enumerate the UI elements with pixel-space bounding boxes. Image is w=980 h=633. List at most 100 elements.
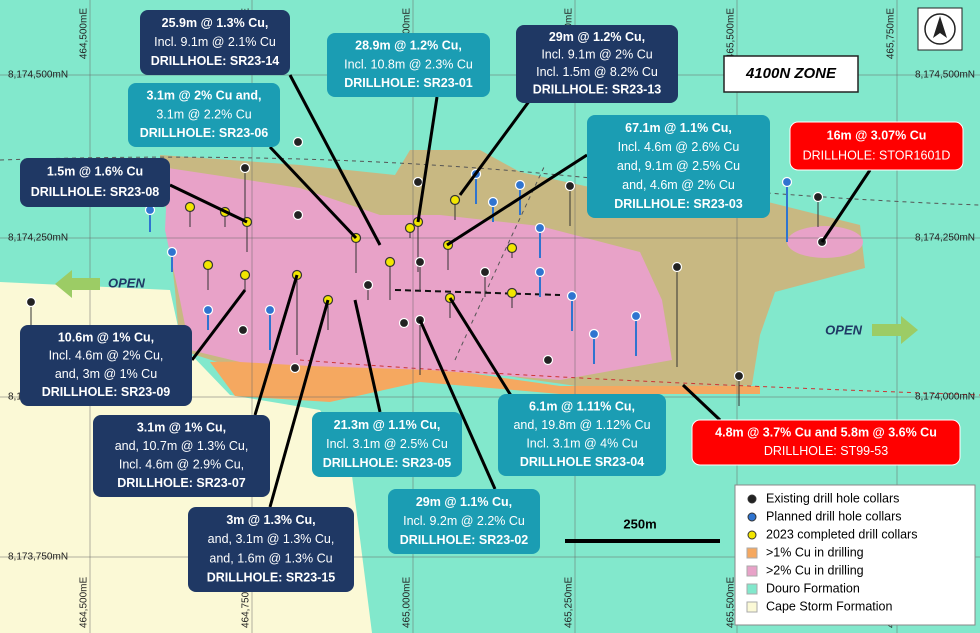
leader-line xyxy=(353,299,382,413)
easting-label: 465,250mE xyxy=(564,577,575,628)
callout-text: and, 19.8m @ 1.12% Cu xyxy=(513,418,650,432)
callout: 10.6m @ 1% Cu, Incl. 4.6m @ 2% Cu, and, 3m… xyxy=(20,325,192,406)
callout-text: 28.9m @ 1.2% Cu, xyxy=(355,39,462,53)
drill-collar xyxy=(588,328,600,340)
legend-box xyxy=(734,484,976,626)
callout-text: DRILLHOLE: SR23-13 xyxy=(533,83,662,97)
drill-collar xyxy=(362,279,374,291)
callout-text: DRILLHOLE: SR23-02 xyxy=(400,533,529,547)
callout-text: 29m @ 1.2% Cu, xyxy=(549,30,645,44)
leader-line xyxy=(681,383,722,422)
northing-label: 8,174,500mN xyxy=(915,70,975,81)
drill-collar xyxy=(487,196,499,208)
callout-box xyxy=(498,394,666,476)
gt2-cu-zone xyxy=(165,168,672,380)
leader-line xyxy=(448,297,522,411)
callout-text: 25.9m @ 1.3% Cu, xyxy=(162,16,269,30)
callout-text: and, 3.1m @ 1.3% Cu, xyxy=(208,532,335,546)
callout-box xyxy=(188,507,354,592)
callout-text: and, 4.6m @ 2% Cu xyxy=(622,178,735,192)
drill-collar xyxy=(289,362,301,374)
callout: 1.5m @ 1.6% Cu DRILLHOLE: SR23-08 xyxy=(20,158,170,207)
drill-collar xyxy=(292,136,304,148)
easting-label: 464,500mE xyxy=(79,577,90,628)
northing-label: 8,173,750mN xyxy=(8,552,68,563)
legend-label: Douro Formation xyxy=(766,581,860,595)
callout-text: DRILLHOLE: STOR1601D xyxy=(803,148,951,162)
drill-collar xyxy=(384,256,396,268)
zone-box xyxy=(723,55,859,93)
easting-label: 464,750mE xyxy=(241,577,252,628)
callout: 16m @ 3.07% Cu DRILLHOLE: STOR1601D xyxy=(789,121,964,171)
callout: 3.1m @ 2% Cu and, 3.1m @ 2.2% Cu DRILLHOLE… xyxy=(128,83,280,147)
callout-text: 6.1m @ 1.11% Cu, xyxy=(529,400,635,414)
callout-text: 3m @ 1.3% Cu, xyxy=(226,513,315,527)
northing-label: 8,174,000mN xyxy=(915,392,975,403)
leader-line xyxy=(288,74,382,246)
callout-text: 67.1m @ 1.1% Cu, xyxy=(625,121,732,135)
callout-box xyxy=(140,10,290,75)
callout: 29m @ 1.1% Cu, Incl. 9.2m @ 2.2% Cu DRILLH… xyxy=(388,489,540,554)
callout-text: DRILLHOLE: SR23-06 xyxy=(140,126,269,140)
callout-text: Incl. 4.6m @ 2% Cu, xyxy=(49,349,164,363)
callout-text: 16m @ 3.07% Cu xyxy=(827,128,927,142)
callout-text: Incl. 9.1m @ 2% Cu xyxy=(541,48,652,62)
drill-collar xyxy=(414,256,426,268)
callout-text: DRILLHOLE SR23-04 xyxy=(520,455,644,469)
north-arrow xyxy=(933,16,947,38)
callout: 21.3m @ 1.1% Cu, Incl. 3.1m @ 2.5% Cu DRIL… xyxy=(312,412,462,477)
callout-text: DRILLHOLE: SR23-05 xyxy=(323,456,452,470)
open-arrow xyxy=(872,316,918,344)
callout-text: 4.8m @ 3.7% Cu and 5.8m @ 3.6% Cu xyxy=(715,426,937,440)
drill-collar xyxy=(514,179,526,191)
callout-text: 1.5m @ 1.6% Cu xyxy=(47,165,143,179)
callout-text: Incl. 10.8m @ 2.3% Cu xyxy=(344,57,473,71)
callout-box xyxy=(93,415,270,497)
legend: Existing drill hole collars Planned drill… xyxy=(734,484,976,626)
callout-text: 21.3m @ 1.1% Cu, xyxy=(334,418,441,432)
drill-collar xyxy=(564,180,576,192)
callout: 29m @ 1.2% Cu, Incl. 9.1m @ 2% Cu Incl. 1.… xyxy=(516,25,678,103)
callout-box xyxy=(128,83,280,147)
drill-collar xyxy=(449,194,461,206)
leader-line xyxy=(268,299,330,508)
legend-swatch xyxy=(746,565,758,577)
callout-box xyxy=(789,121,964,171)
callout-box xyxy=(20,325,192,406)
callout-text: Incl. 1.5m @ 8.2% Cu xyxy=(536,65,658,79)
open-arrow xyxy=(55,270,100,298)
callout-box xyxy=(691,419,961,466)
leader-line xyxy=(253,274,299,416)
callout-text: Incl. 4.6m @ 2.9% Cu, xyxy=(119,458,244,472)
drill-collar xyxy=(671,261,683,273)
callout: 3.1m @ 1% Cu, and, 10.7m @ 1.3% Cu, Incl. … xyxy=(93,415,270,497)
easting-label: 465,750mE xyxy=(886,8,897,59)
callout: 28.9m @ 1.2% Cu, Incl. 10.8m @ 2.3% Cu DRI… xyxy=(327,33,490,97)
contact-line xyxy=(299,359,980,396)
gt1-cu-zone xyxy=(210,360,760,402)
drill-collar xyxy=(184,201,196,213)
leader-line xyxy=(820,169,872,243)
legend-swatch xyxy=(746,601,758,613)
leader-line xyxy=(169,183,248,224)
legend-label: >2% Cu in drilling xyxy=(766,563,864,577)
leader-line xyxy=(268,145,358,240)
easting-label: 464,500mE xyxy=(79,8,90,59)
open-label: OPEN xyxy=(825,322,862,337)
drill-collar xyxy=(733,370,745,382)
legend-label: Existing drill hole collars xyxy=(766,491,899,505)
legend-label: Planned drill hole collars xyxy=(766,509,902,523)
leader-line xyxy=(446,153,588,247)
leaders xyxy=(169,74,872,508)
callout-text: 3.1m @ 1% Cu, xyxy=(137,421,226,435)
callout-box xyxy=(388,489,540,554)
callout-text: Incl. 9.1m @ 2.1% Cu xyxy=(154,35,276,49)
scale-label: 250m xyxy=(623,516,656,531)
callout-text: and, 10.7m @ 1.3% Cu, xyxy=(115,439,249,453)
callout-text: Incl. 3.1m @ 2.5% Cu xyxy=(326,437,448,451)
section-line xyxy=(394,289,561,296)
drill-collar xyxy=(239,269,251,281)
legend-label: Cape Storm Formation xyxy=(766,599,892,613)
drill-collar xyxy=(166,246,178,258)
